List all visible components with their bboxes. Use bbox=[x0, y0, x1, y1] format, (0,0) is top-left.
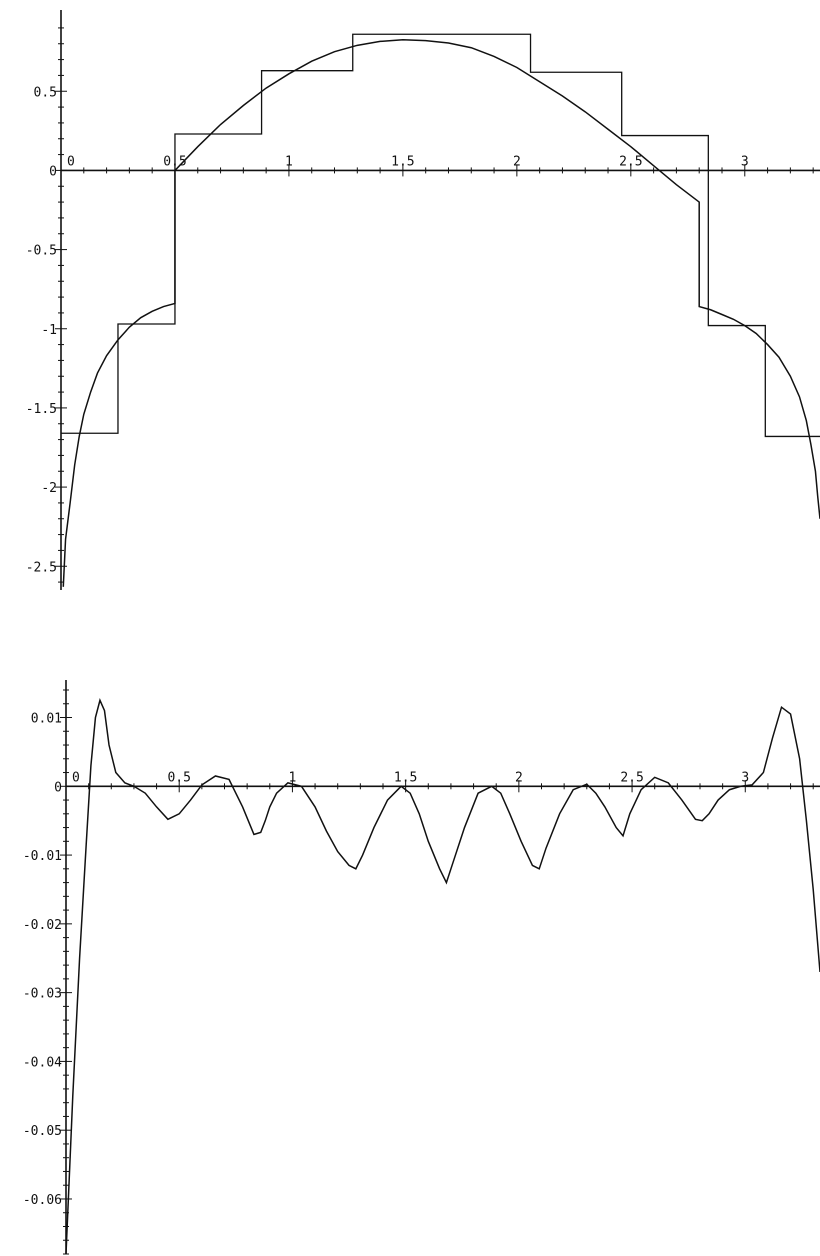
smooth-curve-line bbox=[65, 698, 820, 1255]
step-approximation-line bbox=[61, 33, 820, 438]
x-tick-label: 3 bbox=[741, 770, 749, 785]
y-tick-label: 0.01 bbox=[31, 712, 62, 727]
x-tick-label: 2 bbox=[513, 154, 521, 169]
y-tick-label: -0.03 bbox=[23, 987, 62, 1002]
x-tick-label: 0 bbox=[67, 154, 75, 169]
y-tick-label: 0.5 bbox=[34, 85, 57, 100]
y-tick-label: -0.06 bbox=[23, 1193, 62, 1208]
y-tick-label: 0 bbox=[54, 780, 62, 795]
x-tick-label: 1 bbox=[285, 154, 293, 169]
top-chart: 0 0.5 1 1.5 2 2.5 30.50-0.5-1-1.5-2-2.5 bbox=[26, 10, 820, 590]
y-tick-label: -2.5 bbox=[26, 560, 57, 575]
y-tick-label: -0.5 bbox=[26, 244, 57, 259]
x-tick-label: 2.5 bbox=[619, 154, 642, 169]
x-tick-label: 1 bbox=[289, 770, 297, 785]
y-tick-label: -2 bbox=[41, 481, 57, 496]
y-tick-label: -0.01 bbox=[23, 849, 62, 864]
bottom-chart: 0 0.5 1 1.5 2 2.5 3 0.01 0 -0.01 -0.02 -0.03 -0.04 -0… bbox=[23, 680, 820, 1255]
y-tick-label: 0 bbox=[49, 164, 57, 179]
y-tick-label: -0.02 bbox=[23, 918, 62, 933]
y-tick-label: -0.05 bbox=[23, 1124, 62, 1139]
x-tick-label: 1.5 bbox=[391, 154, 414, 169]
y-tick-label: -1.5 bbox=[26, 402, 57, 417]
y-tick-label: -0.04 bbox=[23, 1055, 62, 1070]
x-tick-label: 0.5 bbox=[167, 770, 190, 785]
x-tick-label: 2 bbox=[515, 770, 523, 785]
x-tick-label: 2.5 bbox=[620, 770, 643, 785]
x-tick-label: 1.5 bbox=[394, 770, 417, 785]
x-tick-label: 3 bbox=[741, 154, 749, 169]
x-tick-label: 0 bbox=[72, 770, 80, 785]
y-tick-label: -1 bbox=[41, 323, 57, 338]
smooth-curve-line bbox=[62, 39, 820, 587]
